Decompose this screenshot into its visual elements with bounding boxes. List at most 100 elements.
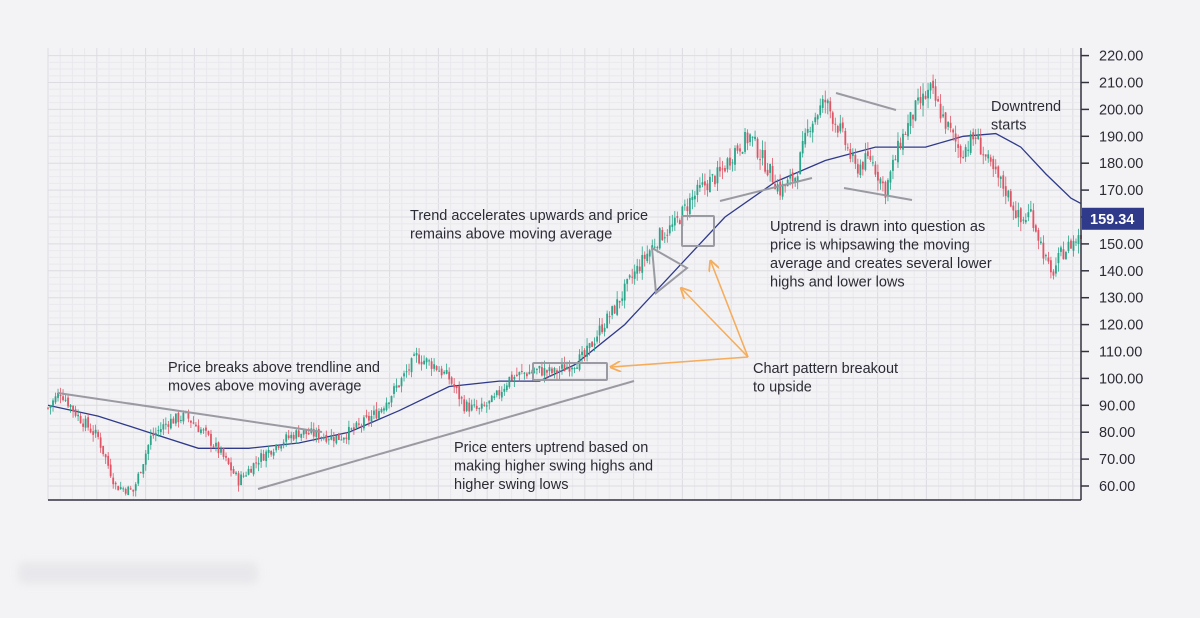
candle-body xyxy=(282,442,285,445)
candle-body xyxy=(69,405,72,408)
candle-body xyxy=(581,351,583,356)
candle-body xyxy=(558,370,561,373)
candle-body xyxy=(576,367,578,369)
candle-body xyxy=(124,488,127,494)
candle-body xyxy=(749,134,751,143)
candle-body xyxy=(719,166,721,172)
candle-body xyxy=(179,419,182,421)
candle-body xyxy=(62,396,64,401)
candle-body xyxy=(230,462,232,471)
candle-body xyxy=(380,409,383,413)
candle-body xyxy=(974,137,977,139)
candle-body xyxy=(445,369,448,374)
candle-body xyxy=(337,433,340,440)
moving-average-layer xyxy=(47,132,1082,449)
candle-body xyxy=(643,254,646,259)
candle-body xyxy=(834,123,837,125)
annotation-text-a3: Trend accelerates upwards and price xyxy=(410,208,648,224)
candle-body xyxy=(87,417,90,428)
candle-body xyxy=(215,442,217,447)
candle-body xyxy=(801,140,804,154)
candle-body xyxy=(413,354,415,356)
candle-body xyxy=(751,136,754,138)
candle-body xyxy=(205,427,207,431)
candle-body xyxy=(192,422,195,424)
candle-body xyxy=(628,275,631,278)
candle-body xyxy=(450,377,453,384)
candle-body xyxy=(761,150,764,159)
candle-body xyxy=(583,350,586,357)
annotation-text-a6: Downtrend xyxy=(991,99,1061,115)
candle-body xyxy=(831,112,834,124)
candle-body xyxy=(561,364,563,369)
candle-body xyxy=(350,428,353,430)
candle-body xyxy=(187,412,190,419)
candle-body xyxy=(280,446,283,449)
candle-body xyxy=(972,132,975,140)
candle-body xyxy=(721,168,724,170)
broadening-lower-line xyxy=(843,187,913,201)
candle-body xyxy=(1039,241,1042,244)
candle-body xyxy=(623,283,626,301)
candle-body xyxy=(54,396,57,403)
candle-body xyxy=(653,246,656,248)
candle-body xyxy=(969,134,972,153)
candle-body xyxy=(608,316,611,318)
annotation-text-a1: Price breaks above trendline and xyxy=(168,360,380,376)
candle-body xyxy=(77,414,79,417)
annotation-text-a3: remains above moving average xyxy=(410,227,612,243)
annotation-text-a4: Chart pattern breakout xyxy=(753,361,898,377)
candle-body xyxy=(287,435,290,438)
candle-body xyxy=(1070,240,1072,249)
candle-body xyxy=(1047,257,1050,262)
candle-body xyxy=(668,225,671,234)
candle-body xyxy=(709,176,711,193)
candle-body xyxy=(408,369,410,371)
moving-average-line xyxy=(47,132,1082,449)
y-tick-label: 80.00 xyxy=(1099,425,1135,441)
candle-body xyxy=(859,164,862,176)
candle-body xyxy=(791,172,794,182)
candle-body xyxy=(979,137,982,155)
candle-body xyxy=(656,247,659,249)
candle-body xyxy=(671,224,674,227)
y-tick-label: 220.00 xyxy=(1099,49,1143,65)
candle-body xyxy=(929,83,932,91)
downward-trendline xyxy=(57,392,323,433)
candle-body xyxy=(663,237,666,239)
candle-body xyxy=(137,473,140,484)
candle-body xyxy=(877,171,879,181)
candle-body xyxy=(631,276,634,278)
axis-layer: 60.00 70.00 80.00 90.00 100.00 110.00 120.00 13… xyxy=(48,48,1144,501)
candle-body xyxy=(190,420,192,423)
candle-body xyxy=(347,426,350,440)
candle-body xyxy=(440,368,443,376)
candle-body xyxy=(826,100,829,104)
candle-body xyxy=(498,390,501,396)
candle-body xyxy=(1009,191,1012,207)
candle-body xyxy=(358,423,360,425)
candle-body xyxy=(222,448,225,457)
candle-body xyxy=(1067,241,1070,251)
candle-body xyxy=(433,364,436,369)
candle-body xyxy=(200,429,202,433)
candle-body xyxy=(438,370,441,372)
annotation-text-a2: Price enters uptrend based on xyxy=(454,440,648,456)
candle-body xyxy=(543,368,546,376)
candle-body xyxy=(588,343,591,349)
candle-body xyxy=(518,372,521,376)
candle-body xyxy=(94,429,97,434)
candle-body xyxy=(683,204,686,206)
candle-body xyxy=(997,166,1000,178)
candle-body xyxy=(237,473,240,486)
candle-body xyxy=(704,181,706,186)
candle-body xyxy=(292,434,295,440)
candle-body xyxy=(247,468,250,475)
candle-body xyxy=(821,99,824,108)
candle-body xyxy=(159,429,162,432)
candle-body xyxy=(525,373,528,377)
candle-body xyxy=(666,234,669,236)
candle-body xyxy=(734,148,736,165)
candle-body xyxy=(478,408,481,410)
candle-body xyxy=(217,442,220,454)
